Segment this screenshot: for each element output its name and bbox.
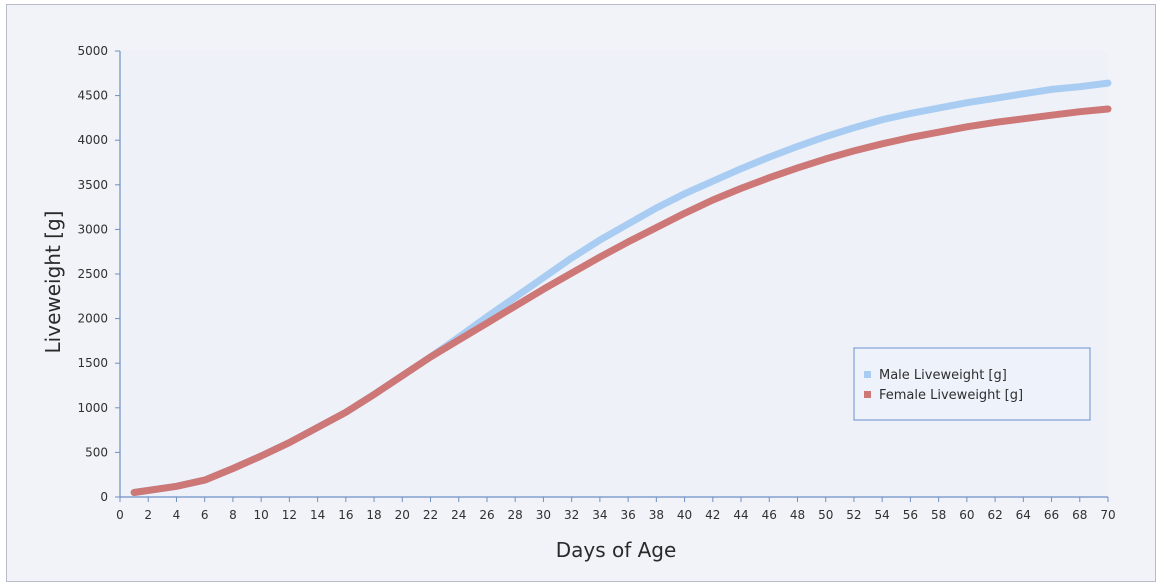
y-tick-label: 0 — [100, 490, 108, 504]
x-tick-label: 52 — [846, 508, 861, 522]
y-tick-label: 4000 — [77, 133, 108, 147]
y-axis-label: Liveweight [g] — [41, 211, 65, 354]
x-tick-label: 56 — [903, 508, 918, 522]
x-tick-label: 16 — [338, 508, 353, 522]
x-tick-label: 4 — [173, 508, 181, 522]
x-tick-label: 38 — [649, 508, 664, 522]
plot-area — [120, 51, 1108, 497]
x-tick-label: 62 — [987, 508, 1002, 522]
x-tick-label: 14 — [310, 508, 325, 522]
legend-swatch-male — [864, 371, 871, 378]
x-tick-label: 48 — [790, 508, 805, 522]
x-tick-label: 58 — [931, 508, 946, 522]
series-lines — [130, 79, 1112, 496]
x-tick-label: 34 — [592, 508, 607, 522]
liveweight-chart: 0500100015002000250030003500400045005000… — [41, 44, 1116, 562]
x-tick-label: 44 — [733, 508, 748, 522]
x-tick-label: 54 — [875, 508, 890, 522]
legend-swatch-female — [864, 391, 871, 398]
y-tick-label: 2000 — [77, 312, 108, 326]
x-tick-label: 2 — [144, 508, 152, 522]
x-tick-label: 60 — [959, 508, 974, 522]
legend-label-male: Male Liveweight [g] — [879, 368, 1007, 383]
y-tick-label: 3500 — [77, 178, 108, 192]
x-tick-label: 20 — [395, 508, 410, 522]
y-tick-label: 500 — [85, 445, 108, 459]
x-tick-label: 28 — [508, 508, 523, 522]
x-axis-label: Days of Age — [556, 538, 677, 562]
x-tick-label: 32 — [564, 508, 579, 522]
x-tick-label: 64 — [1016, 508, 1031, 522]
y-tick-label: 2500 — [77, 267, 108, 281]
x-tick-label: 10 — [254, 508, 269, 522]
x-tick-label: 18 — [366, 508, 381, 522]
x-tick-label: 22 — [423, 508, 438, 522]
legend-box — [853, 347, 1091, 421]
x-tick-label: 70 — [1100, 508, 1115, 522]
x-tick-label: 36 — [620, 508, 635, 522]
legend: Male Liveweight [g] Female Liveweight [g… — [853, 347, 1091, 421]
x-tick-label: 68 — [1072, 508, 1087, 522]
x-tick-label: 0 — [116, 508, 124, 522]
series-line-female — [130, 105, 1112, 496]
x-tick-label: 46 — [762, 508, 777, 522]
x-axis-ticks: 0 2 4 6 8 10 12 14 16 18 20 22 24 26 28 30 32 34 36 38 40 42 4… — [116, 497, 1116, 522]
legend-label-female: Female Liveweight [g] — [879, 388, 1023, 403]
x-tick-label: 6 — [201, 508, 209, 522]
x-tick-label: 42 — [705, 508, 720, 522]
y-axis-ticks: 0 500 1000 1500 2000 2500 3000 3500 4000 4500 5000 — [77, 44, 120, 504]
x-tick-label: 12 — [282, 508, 297, 522]
x-tick-label: 24 — [451, 508, 466, 522]
x-tick-label: 40 — [677, 508, 692, 522]
y-tick-label: 1500 — [77, 356, 108, 370]
x-tick-label: 26 — [479, 508, 494, 522]
x-tick-label: 66 — [1044, 508, 1059, 522]
x-tick-label: 50 — [818, 508, 833, 522]
y-tick-label: 1000 — [77, 401, 108, 415]
chart-panel: 0 500 1000 1500 2000 2500 3000 3500 4000 4500 5000… — [6, 4, 1156, 582]
plot-background — [120, 51, 1108, 497]
x-tick-label: 8 — [229, 508, 237, 522]
y-tick-label: 4500 — [77, 89, 108, 103]
y-tick-label: 5000 — [77, 44, 108, 58]
x-tick-label: 30 — [536, 508, 551, 522]
y-tick-label: 3000 — [77, 222, 108, 236]
